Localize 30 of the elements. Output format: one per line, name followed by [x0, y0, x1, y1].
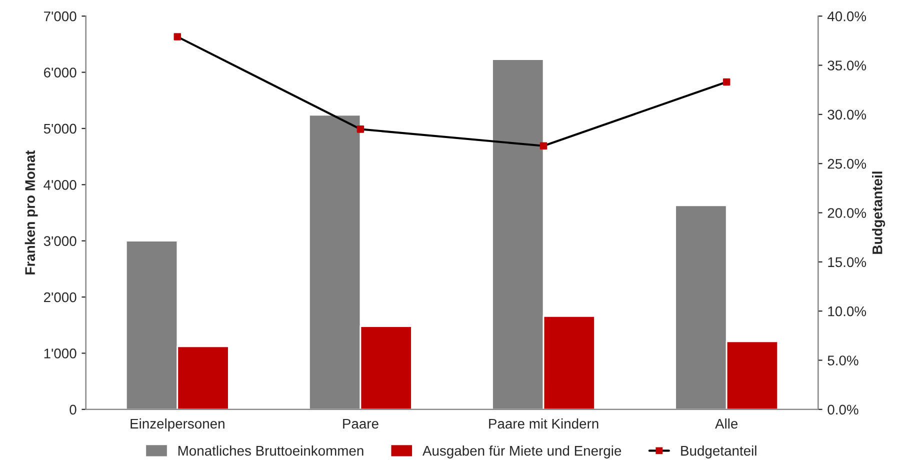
y-tick-label: 1'000 [44, 348, 76, 358]
x-tick-label: Paare mit Kindern [489, 418, 598, 429]
y-axis-title: Franken pro Monat [24, 150, 38, 274]
y-tick-label: 7'000 [44, 11, 76, 22]
y-tick-label: 2'000 [44, 292, 76, 302]
y-tick-label: 5'000 [44, 124, 76, 134]
legend-label: Ausgaben für Miete und Energie [422, 446, 622, 458]
legend-label: Budgetanteil [681, 446, 756, 458]
y2-axis-title: Budgetanteil [872, 172, 886, 254]
x-tick-label: Alle [715, 418, 738, 429]
y-tick-label: 6'000 [44, 68, 76, 78]
y2-tick-label: 5.0% [828, 356, 858, 366]
y2-tick-label: 40.0% [827, 11, 866, 22]
point [540, 142, 548, 150]
y2-tick-label: 25.0% [828, 158, 866, 169]
y2-tick-label: 35.0% [828, 60, 866, 70]
legend-label: Monatliches Bruttoeinkommen [178, 446, 364, 456]
y2-tick-label: 10.0% [828, 306, 866, 316]
point [356, 126, 364, 133]
y-tick-label: 3'000 [44, 236, 76, 246]
y2-tick-label: 20.0% [828, 208, 866, 218]
y-tick-label: 0 [70, 404, 76, 415]
y2-tick-label: 0.0% [828, 404, 858, 415]
y2-tick-label: 15.0% [828, 257, 866, 268]
point [722, 78, 730, 86]
x-tick-label: Einzelpersonen [130, 418, 224, 432]
y2-tick-label: 30.0% [828, 110, 866, 120]
x-tick-label: Paare [343, 418, 378, 429]
y-tick-label: 4'000 [44, 180, 76, 190]
point [174, 33, 182, 40]
